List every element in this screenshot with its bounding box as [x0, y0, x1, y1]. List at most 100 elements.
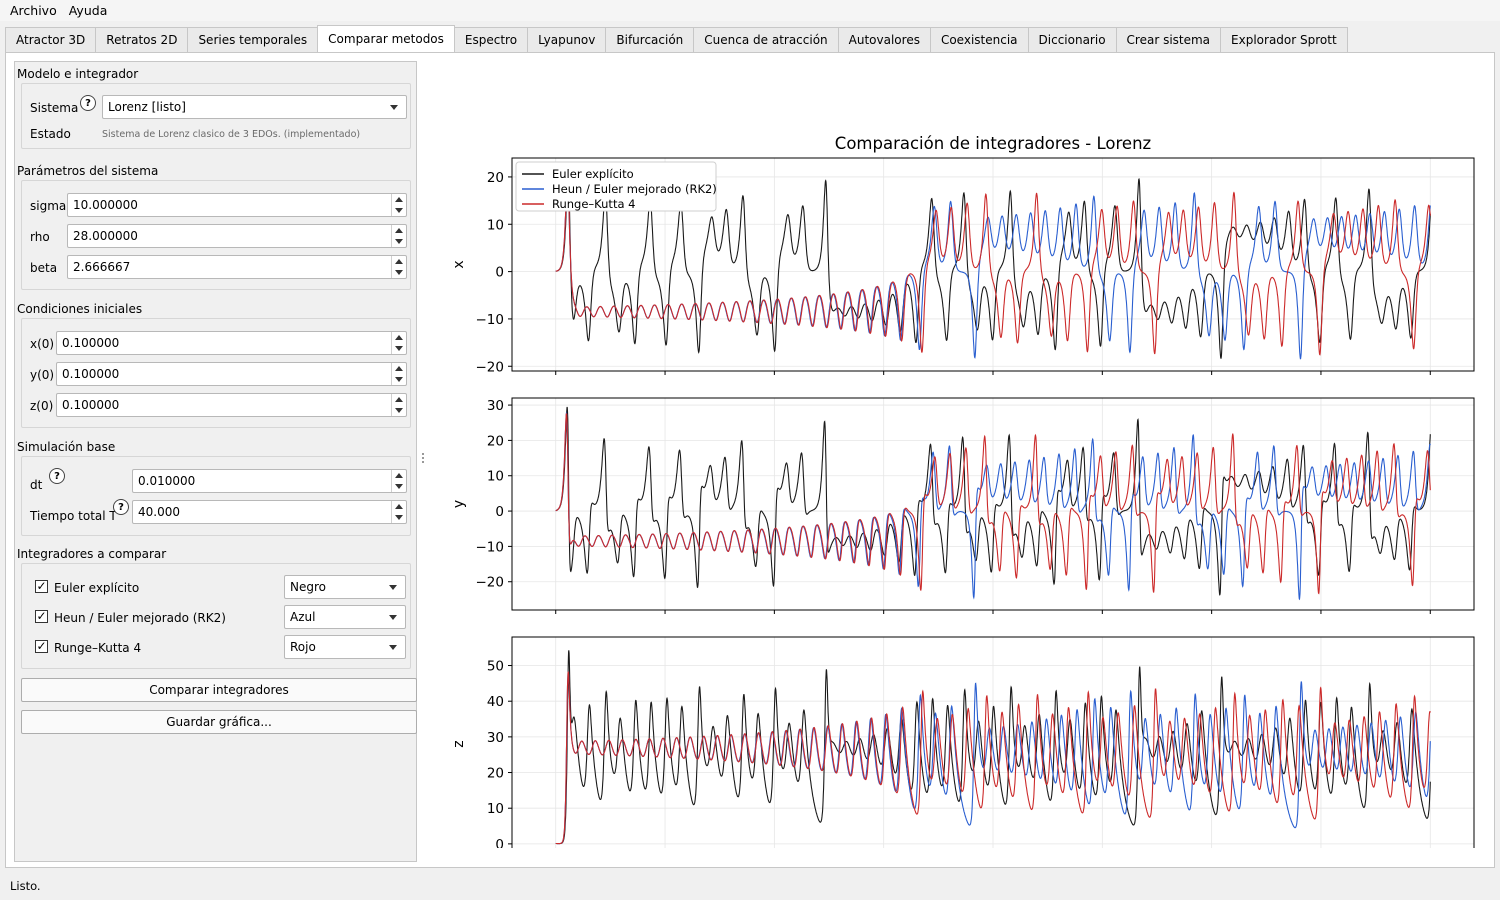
euler-label: Euler explícito: [54, 581, 140, 595]
legend-box: [515, 161, 717, 212]
spin-down-icon[interactable]: [395, 377, 403, 382]
system-combo[interactable]: Lorenz [listo]: [102, 95, 407, 119]
initial-z-label: z(0): [30, 399, 54, 413]
spin-up-icon[interactable]: [395, 504, 403, 509]
chevron-down-icon: [389, 645, 397, 650]
spin-up-icon[interactable]: [395, 473, 403, 478]
y-tick-label: 40: [487, 694, 504, 710]
tab-coexistencia[interactable]: Coexistencia: [929, 27, 1029, 52]
initial-z-value: 0.100000: [62, 398, 120, 412]
series-line-2-0: [555, 650, 1431, 845]
heun-checkbox[interactable]: ✓: [35, 609, 48, 623]
dt-label: dt: [30, 478, 43, 492]
euler-color-value: Negro: [290, 580, 326, 594]
splitter-handle[interactable]: [422, 453, 425, 469]
spin-up-icon[interactable]: [395, 197, 403, 202]
tab-series-temporales[interactable]: Series temporales: [187, 27, 319, 52]
help-icon[interactable]: ?: [113, 499, 129, 515]
tab-cuenca-atraccion[interactable]: Cuenca de atracción: [693, 27, 839, 52]
save-plot-button[interactable]: Guardar gráfica...: [21, 710, 417, 734]
spin-up-icon[interactable]: [395, 259, 403, 264]
tab-comparar-metodos[interactable]: Comparar metodos: [317, 25, 455, 52]
y-tick-label: 10: [487, 469, 504, 485]
y-axis-label: x: [451, 260, 467, 268]
tab-crear-sistema[interactable]: Crear sistema: [1115, 27, 1222, 52]
initial-z-spinbox[interactable]: 0.100000: [56, 393, 407, 417]
spin-up-icon[interactable]: [395, 397, 403, 402]
spin-down-icon[interactable]: [395, 208, 403, 213]
system-combo-value: Lorenz [listo]: [108, 100, 186, 114]
heun-color-value: Azul: [290, 610, 316, 624]
initial-y-value: 0.100000: [62, 367, 120, 381]
y-tick-label: −20: [476, 359, 505, 375]
spin-up-icon[interactable]: [395, 228, 403, 233]
initial-y-spinbox[interactable]: 0.100000: [56, 362, 407, 386]
spin-down-icon[interactable]: [395, 239, 403, 244]
spin-up-icon[interactable]: [395, 335, 403, 340]
tab-lyapunov[interactable]: Lyapunov: [527, 27, 607, 52]
y-tick-label: 20: [487, 170, 504, 186]
spin-up-icon[interactable]: [395, 366, 403, 371]
total-time-spinbox[interactable]: 40.000: [132, 500, 407, 524]
spin-arrows[interactable]: [391, 470, 406, 492]
system-label: Sistema: [30, 101, 79, 115]
param-sigma-spinbox[interactable]: 10.000000: [67, 193, 407, 217]
rk4-checkbox[interactable]: ✓: [35, 639, 48, 653]
total-time-value: 40.000: [138, 505, 180, 519]
spin-arrows[interactable]: [391, 363, 406, 385]
heun-color-combo[interactable]: Azul: [284, 605, 406, 629]
groupbox-params: sigma 10.000000 rho 28.000000 beta 2.666…: [21, 180, 411, 290]
rk4-color-combo[interactable]: Rojo: [284, 635, 406, 659]
section-params-title: Parámetros del sistema: [17, 164, 159, 178]
menu-archivo[interactable]: Archivo: [10, 3, 57, 18]
series-line-1-2: [555, 413, 1431, 595]
initial-x-value: 0.100000: [62, 336, 120, 350]
y-tick-label: 10: [487, 801, 504, 817]
menu-ayuda[interactable]: Ayuda: [68, 3, 108, 18]
spin-arrows[interactable]: [391, 194, 406, 216]
param-rho-spinbox[interactable]: 28.000000: [67, 224, 407, 248]
tab-retratos-2d[interactable]: Retratos 2D: [95, 27, 189, 52]
y-tick-label: 0: [495, 265, 504, 281]
y-tick-label: 20: [487, 766, 504, 782]
tab-espectro[interactable]: Espectro: [453, 27, 529, 52]
groupbox-modelo: Sistema ? Lorenz [listo] Estado Sistema …: [21, 83, 411, 149]
section-integrators-title: Integradores a comparar: [17, 547, 167, 561]
spin-down-icon[interactable]: [395, 270, 403, 275]
spin-down-icon[interactable]: [395, 484, 403, 489]
spin-arrows[interactable]: [391, 501, 406, 523]
spin-arrows[interactable]: [391, 332, 406, 354]
state-label: Estado: [30, 127, 71, 141]
compare-button[interactable]: Comparar integradores: [21, 678, 417, 702]
spin-down-icon[interactable]: [395, 408, 403, 413]
chevron-down-icon: [389, 615, 397, 620]
status-text: Listo.: [10, 878, 41, 893]
comparison-chart: Comparación de integradores - Lorenz −20 −…: [451, 134, 1475, 895]
spin-arrows[interactable]: [391, 225, 406, 247]
spin-down-icon[interactable]: [395, 515, 403, 520]
tab-autovalores[interactable]: Autovalores: [837, 27, 931, 52]
series-line-1-0: [555, 406, 1431, 596]
tab-bar: Atractor 3D Retratos 2D Series temporale…: [5, 25, 1348, 52]
spin-arrows[interactable]: [391, 256, 406, 278]
tab-explorador-sprott[interactable]: Explorador Sprott: [1220, 27, 1348, 52]
spin-arrows[interactable]: [391, 394, 406, 416]
euler-color-combo[interactable]: Negro: [284, 575, 406, 599]
legend-label: Heun / Euler mejorado (RK2): [552, 182, 717, 196]
y-tick-label: 30: [487, 398, 504, 414]
chevron-down-icon: [390, 105, 398, 110]
initial-x-spinbox[interactable]: 0.100000: [56, 331, 407, 355]
series-line-2-2: [555, 671, 1431, 845]
help-icon[interactable]: ?: [49, 468, 65, 484]
help-icon[interactable]: ?: [80, 95, 96, 111]
spin-down-icon[interactable]: [395, 346, 403, 351]
y-tick-label: 50: [487, 659, 504, 675]
euler-checkbox[interactable]: ✓: [35, 579, 48, 593]
param-beta-spinbox[interactable]: 2.666667: [67, 255, 407, 279]
tab-diccionario[interactable]: Diccionario: [1027, 27, 1117, 52]
chart-title: Comparación de integradores - Lorenz: [835, 134, 1151, 153]
menubar: Archivo Ayuda: [0, 0, 1500, 21]
tab-atractor-3d[interactable]: Atractor 3D: [5, 27, 97, 52]
dt-spinbox[interactable]: 0.010000: [132, 469, 407, 493]
tab-bifurcacion[interactable]: Bifurcación: [605, 27, 695, 52]
